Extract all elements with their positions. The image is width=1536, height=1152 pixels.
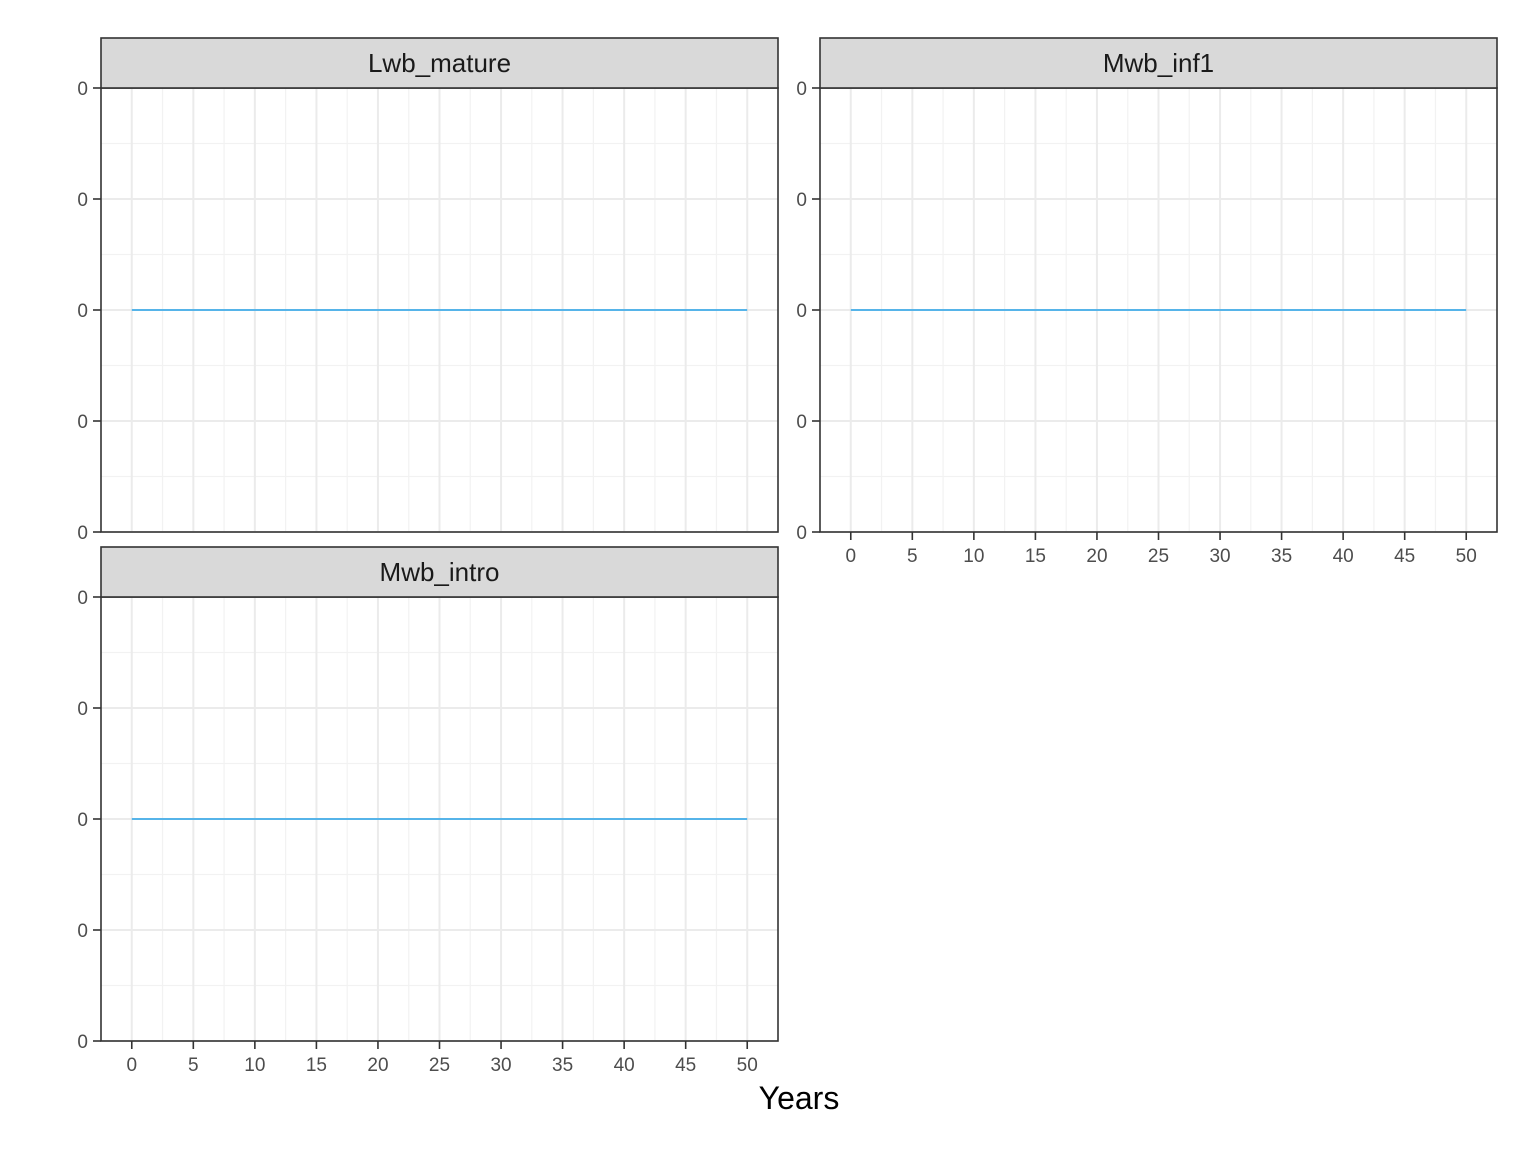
y-tick-label: 0 bbox=[796, 190, 807, 211]
facet-strip-label: Lwb_mature bbox=[368, 48, 511, 78]
x-tick-label: 5 bbox=[907, 546, 918, 567]
x-axis-title: Years bbox=[759, 1080, 840, 1116]
x-tick-label: 5 bbox=[188, 1055, 199, 1076]
y-tick-label: 0 bbox=[796, 523, 807, 544]
facet-panel-2: Mwb_inf1 0 0 0 0 0 0 5 10 15 20 25 30 35 40 45 50 bbox=[796, 37, 1498, 567]
y-tick-label: 0 bbox=[77, 79, 88, 100]
y-tick-label: 0 bbox=[77, 301, 88, 322]
facet-strip bbox=[100, 546, 779, 598]
x-tick-label: 0 bbox=[126, 1055, 137, 1076]
facet-strip bbox=[819, 37, 1498, 89]
x-tick-label: 50 bbox=[737, 1055, 758, 1076]
x-tick-label: 20 bbox=[367, 1055, 388, 1076]
y-tick-label: 0 bbox=[796, 412, 807, 433]
x-tick-label: 15 bbox=[306, 1055, 327, 1076]
y-tick-label: 0 bbox=[77, 810, 88, 831]
x-tick-label: 45 bbox=[1394, 546, 1415, 567]
x-tick-label: 40 bbox=[614, 1055, 635, 1076]
x-tick-label: 15 bbox=[1025, 546, 1046, 567]
y-tick-label: 0 bbox=[77, 699, 88, 720]
facet-panel-1: Lwb_mature 0 0 0 0 0 bbox=[77, 37, 779, 544]
x-tick-label: 30 bbox=[1209, 546, 1230, 567]
x-tick-label: 40 bbox=[1333, 546, 1354, 567]
y-tick-label: 0 bbox=[77, 921, 88, 942]
x-tick-label: 50 bbox=[1456, 546, 1477, 567]
y-tick-label: 0 bbox=[77, 523, 88, 544]
facet-strip bbox=[100, 37, 779, 89]
x-tick-label: 0 bbox=[845, 546, 856, 567]
x-tick-label: 35 bbox=[1271, 546, 1292, 567]
x-tick-label: 10 bbox=[963, 546, 984, 567]
x-tick-label: 10 bbox=[244, 1055, 265, 1076]
y-tick-label: 0 bbox=[796, 79, 807, 100]
y-tick-label: 0 bbox=[796, 301, 807, 322]
x-tick-label: 30 bbox=[490, 1055, 511, 1076]
x-tick-label: 25 bbox=[1148, 546, 1169, 567]
x-tick-label: 25 bbox=[429, 1055, 450, 1076]
x-tick-label: 45 bbox=[675, 1055, 696, 1076]
facet-strip-label: Mwb_intro bbox=[380, 557, 500, 587]
y-tick-label: 0 bbox=[77, 412, 88, 433]
facet-panel-3: Mwb_intro 0 0 0 0 0 0 5 10 15 20 25 30 35 40 45 50 bbox=[77, 546, 779, 1076]
y-tick-label: 0 bbox=[77, 1032, 88, 1053]
x-tick-label: 20 bbox=[1086, 546, 1107, 567]
x-tick-label: 35 bbox=[552, 1055, 573, 1076]
y-tick-label: 0 bbox=[77, 190, 88, 211]
y-tick-label: 0 bbox=[77, 588, 88, 609]
facet-strip-label: Mwb_inf1 bbox=[1103, 48, 1214, 78]
